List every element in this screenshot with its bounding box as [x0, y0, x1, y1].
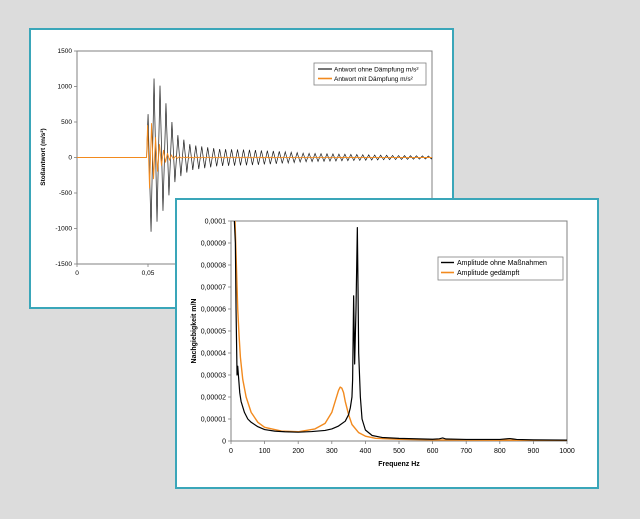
legend: Amplitude ohne Maßnahmen Amplitude gedäm…: [437, 256, 564, 281]
legend-label-ohne-massnahmen: Amplitude ohne Maßnahmen: [457, 260, 547, 267]
x-tick-label: 500: [393, 448, 405, 455]
series-line-mit-daempfung: [77, 123, 432, 189]
plot-area-frame: [230, 220, 568, 442]
x-tick-label: 800: [494, 448, 506, 455]
x-axis-title: Frequenz Hz: [378, 461, 420, 468]
x-tick-label: 600: [427, 448, 439, 455]
y-tick-label: 0,00005: [201, 328, 226, 335]
y-tick-label: 0,00008: [201, 262, 226, 269]
y-tick-label: -500: [59, 190, 72, 197]
y-tick-label: 0,00004: [201, 350, 226, 357]
x-tick-label: 900: [528, 448, 540, 455]
y-tick-label: 0,00009: [201, 240, 226, 247]
legend: Antwort ohne Dämpfung m/s² Antwort mit D…: [313, 62, 427, 86]
x-tick-label: 300: [326, 448, 338, 455]
y-tick-label: 0,00001: [201, 416, 226, 423]
series-line-gedaempft: [234, 220, 568, 442]
legend-label-ohne-daempfung: Antwort ohne Dämpfung m/s²: [334, 67, 419, 74]
y-tick-label: 0,00007: [201, 284, 226, 291]
x-tick-label: 1000: [559, 448, 575, 455]
y-tick-label: 0: [222, 438, 226, 445]
y-tick-label: -1500: [55, 261, 72, 268]
y-tick-label: 0,00003: [201, 372, 226, 379]
legend-box: [313, 62, 427, 86]
y-tick-label: 0,0001: [205, 218, 227, 225]
compliance-frf-chart: 0,0001 0,00009 0,00008 0,00007 0,00006 0,0000…: [191, 218, 575, 468]
legend-label-mit-daempfung: Antwort mit Dämpfung m/s²: [334, 76, 414, 83]
y-tick-label: 0: [68, 155, 72, 162]
x-tick-label: 0,05: [142, 270, 155, 277]
chart-panel-compliance: 0,0001 0,00009 0,00008 0,00007 0,00006 0,0000…: [175, 198, 599, 489]
x-tick-label: 200: [292, 448, 304, 455]
series-line-ohne-daempfung: [77, 78, 433, 232]
legend-box: [437, 256, 564, 281]
y-axis-title: Nachgiebigkeit m/N: [191, 299, 198, 364]
x-tick-label: 0: [75, 270, 79, 277]
legend-label-gedaempft: Amplitude gedämpft: [457, 270, 519, 277]
y-tick-label: 0,00002: [201, 394, 226, 401]
y-tick-label: 500: [61, 119, 72, 126]
y-axis-title: Stoßantwort (m/s²): [40, 128, 47, 185]
y-tick-label: -1000: [55, 226, 72, 233]
x-tick-label: 0: [229, 448, 233, 455]
x-tick-label: 100: [259, 448, 271, 455]
x-tick-label: 400: [360, 448, 372, 455]
series-line-ohne-massnahmen: [233, 220, 568, 441]
y-tick-label: 1500: [58, 48, 73, 55]
x-tick-label: 700: [460, 448, 472, 455]
y-tick-label: 1000: [58, 84, 73, 91]
y-tick-label: 0,00006: [201, 306, 226, 313]
